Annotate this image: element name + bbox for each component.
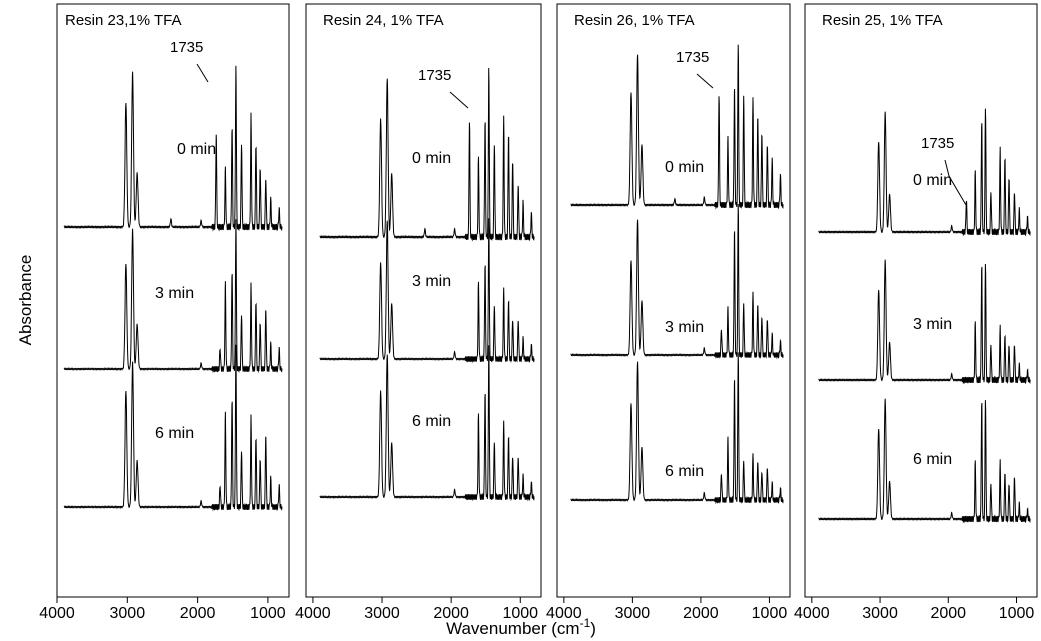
spectrum-line-6-min bbox=[570, 352, 784, 505]
spectrum-line-0-min bbox=[818, 108, 1031, 237]
annotation-leader-line bbox=[944, 159, 967, 206]
spectrum-line-0-min bbox=[570, 44, 784, 210]
series-label: 3 min bbox=[155, 285, 194, 302]
spectrum-line-3-min bbox=[63, 219, 283, 374]
x-axis-label-main: Wavenumber (cm bbox=[446, 619, 580, 638]
panels-group: 4000 3000 2000 1000 Resin 23,1% TFA 0 min 3 mi… bbox=[39, 3, 1038, 622]
y-axis-label: Absorbance bbox=[16, 255, 35, 346]
panel-4: 4000 3000 2000 1000 Resin 25, 1% TFA 0 min 3 m… bbox=[794, 3, 1038, 622]
series-label: 6 min bbox=[665, 463, 704, 480]
x-axis-label-superscript: -1 bbox=[580, 616, 591, 630]
x-tick-label: 1000 bbox=[502, 605, 538, 622]
x-tick-label: 4000 bbox=[39, 605, 75, 622]
panel-frame bbox=[804, 3, 1038, 598]
series-label: 3 min bbox=[412, 273, 451, 290]
annotation-label: 1735 bbox=[418, 67, 451, 84]
panel-1: 4000 3000 2000 1000 Resin 23,1% TFA 0 min 3 mi… bbox=[39, 3, 290, 622]
spectrum-line-3-min bbox=[818, 259, 1031, 385]
x-tick-label: 4000 bbox=[794, 605, 830, 622]
x-tick-label: 2000 bbox=[433, 605, 469, 622]
x-tick-label: 1000 bbox=[999, 605, 1035, 622]
x-axis-label: Wavenumber (cm-1) bbox=[446, 616, 596, 638]
panel-frame bbox=[556, 3, 791, 598]
x-tick-label: 3000 bbox=[862, 605, 898, 622]
x-tick-label: 4000 bbox=[546, 605, 582, 622]
spectrum-line-0-min bbox=[319, 67, 535, 242]
panel-title: Resin 26, 1% TFA bbox=[574, 12, 695, 29]
annotation-label: 1735 bbox=[676, 49, 709, 66]
series-label: 3 min bbox=[913, 316, 952, 333]
series-label: 0 min bbox=[665, 159, 704, 176]
annotation-leader-line bbox=[696, 73, 714, 89]
x-tick-label: 1000 bbox=[250, 605, 286, 622]
annotation-leader-line bbox=[449, 91, 469, 109]
spectrum-line-3-min bbox=[319, 218, 535, 364]
spectrum-line-6-min bbox=[63, 344, 283, 512]
panel-title: Resin 23,1% TFA bbox=[65, 12, 181, 29]
series-label: 3 min bbox=[665, 319, 704, 336]
series-label: 6 min bbox=[412, 413, 451, 430]
x-tick-label: 2000 bbox=[930, 605, 966, 622]
x-tick-label: 2000 bbox=[180, 605, 216, 622]
panel-3: 4000 3000 2000 1000 Resin 26, 1% TFA 0 min 3 m… bbox=[546, 3, 791, 622]
spectrum-line-6-min bbox=[319, 345, 535, 502]
annotation-label: 1735 bbox=[170, 39, 203, 56]
series-label: 6 min bbox=[913, 451, 952, 468]
spectrum-line-6-min bbox=[818, 398, 1031, 524]
x-tick-label: 3000 bbox=[615, 605, 651, 622]
series-label: 0 min bbox=[913, 172, 952, 189]
spectrum-line-0-min bbox=[63, 65, 283, 232]
x-tick-label: 1000 bbox=[752, 605, 788, 622]
x-tick-label: 2000 bbox=[683, 605, 719, 622]
series-label: 0 min bbox=[177, 141, 216, 158]
annotation-leader-line bbox=[196, 63, 209, 83]
x-tick-label: 3000 bbox=[110, 605, 146, 622]
series-label: 6 min bbox=[155, 425, 194, 442]
panel-title: Resin 25, 1% TFA bbox=[822, 12, 943, 29]
panel-title: Resin 24, 1% TFA bbox=[323, 12, 444, 29]
x-tick-label: 4000 bbox=[295, 605, 331, 622]
x-axis-label-close: ) bbox=[590, 619, 596, 638]
annotation-label: 1735 bbox=[921, 135, 954, 152]
spectrum-line-3-min bbox=[570, 203, 784, 360]
series-label: 0 min bbox=[412, 150, 451, 167]
panel-frame bbox=[305, 3, 542, 598]
x-tick-label: 3000 bbox=[364, 605, 400, 622]
panel-frame bbox=[56, 3, 290, 598]
panel-2: 4000 3000 2000 1000 Resin 24, 1% TFA 0 min 3 m… bbox=[295, 3, 542, 622]
